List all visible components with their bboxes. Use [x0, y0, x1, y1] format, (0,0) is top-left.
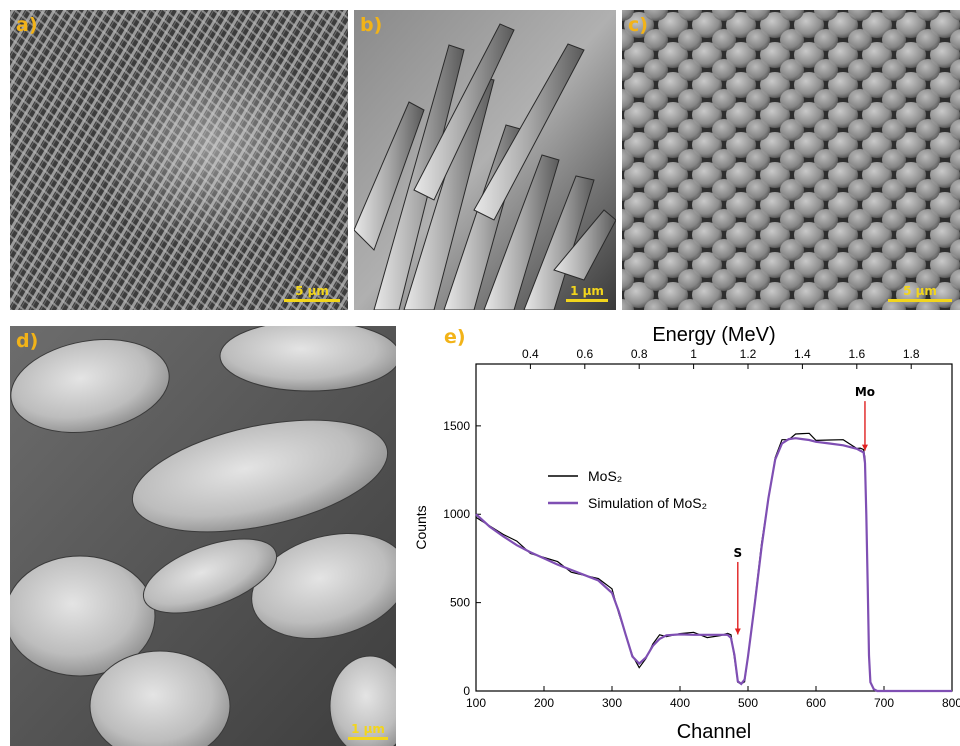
sem-image-c — [622, 10, 960, 310]
scale-bar-b: 1 µm — [566, 284, 608, 302]
annotations-layer: S Mo — [733, 385, 875, 635]
sem-panel-d: d) 1 µm — [10, 326, 396, 746]
x-tick-label: 500 — [738, 696, 758, 710]
axis-ticks: 100 200 300 400 500 600 700 800 0 500 1000 1500 0.4 0… — [443, 347, 960, 710]
scale-bar-a-line — [284, 299, 340, 302]
x-tick-label: 400 — [670, 696, 690, 710]
x-axis-title: Channel — [677, 721, 752, 743]
sem-panel-c: c) 5 µm — [622, 10, 960, 310]
top-axis-title: Energy (MeV) — [652, 324, 775, 346]
panel-b-label: b) — [360, 14, 383, 36]
marker-label: Mo — [855, 385, 875, 399]
legend-label: MoS₂ — [588, 468, 622, 484]
x-tick-label: 600 — [806, 696, 826, 710]
scale-bar-b-line — [566, 299, 608, 302]
panel-e-label: e) — [444, 326, 466, 348]
top-x-tick-label: 1.4 — [794, 347, 811, 361]
legend: MoS₂ Simulation of MoS₂ — [548, 468, 707, 511]
rbs-chart-panel: e) 100 200 300 400 500 600 700 800 0 500 1000 1500 0… — [406, 314, 960, 746]
top-x-tick-label: 0.8 — [631, 347, 648, 361]
y-axis-title: Counts — [413, 505, 429, 549]
top-x-tick-label: 1 — [690, 347, 697, 361]
marker-arrowhead — [734, 628, 741, 635]
scale-bar-b-label: 1 µm — [570, 284, 604, 298]
legend-label: Simulation of MoS₂ — [588, 495, 707, 511]
scale-bar-c-label: 5 µm — [903, 284, 937, 298]
scale-bar-d-line — [348, 737, 388, 740]
y-tick-label: 0 — [463, 684, 470, 698]
top-x-tick-label: 0.6 — [576, 347, 593, 361]
x-tick-label: 100 — [466, 696, 486, 710]
panel-a-label: a) — [16, 14, 38, 36]
plot-frame — [475, 363, 953, 692]
top-x-tick-label: 0.4 — [522, 347, 539, 361]
series-mos2-simulation — [475, 437, 952, 693]
series-mos2-measured — [475, 432, 952, 692]
y-tick-label: 1500 — [443, 419, 470, 433]
x-tick-label: 200 — [534, 696, 554, 710]
scale-bar-c-line — [888, 299, 952, 302]
scale-bar-a-label: 5 µm — [295, 284, 329, 298]
top-x-tick-label: 1.8 — [903, 347, 920, 361]
marker-arrowhead — [861, 444, 868, 451]
top-x-tick-label: 1.6 — [848, 347, 865, 361]
panel-d-label: d) — [16, 330, 39, 352]
scale-bar-c: 5 µm — [888, 284, 952, 302]
marker-label: S — [733, 546, 742, 560]
y-tick-label: 500 — [450, 596, 470, 610]
scale-bar-d: 1 µm — [348, 722, 388, 740]
rbs-chart: 100 200 300 400 500 600 700 800 0 500 1000 1500 0.4 0… — [413, 324, 960, 743]
scale-bar-a: 5 µm — [284, 284, 340, 302]
series-layer — [475, 432, 952, 693]
panel-c-label: c) — [628, 14, 648, 36]
sem-panel-a: a) 5 µm — [10, 10, 348, 310]
sem-image-a — [10, 10, 348, 310]
sem-panel-b: b) 1 µm — [354, 10, 616, 310]
y-tick-label: 1000 — [443, 507, 470, 521]
sem-image-d — [10, 326, 396, 746]
top-x-tick-label: 1.2 — [740, 347, 757, 361]
sem-image-b — [354, 10, 616, 310]
x-tick-label: 300 — [602, 696, 622, 710]
scale-bar-d-label: 1 µm — [351, 722, 385, 736]
x-tick-label: 700 — [874, 696, 894, 710]
x-tick-label: 800 — [942, 696, 960, 710]
